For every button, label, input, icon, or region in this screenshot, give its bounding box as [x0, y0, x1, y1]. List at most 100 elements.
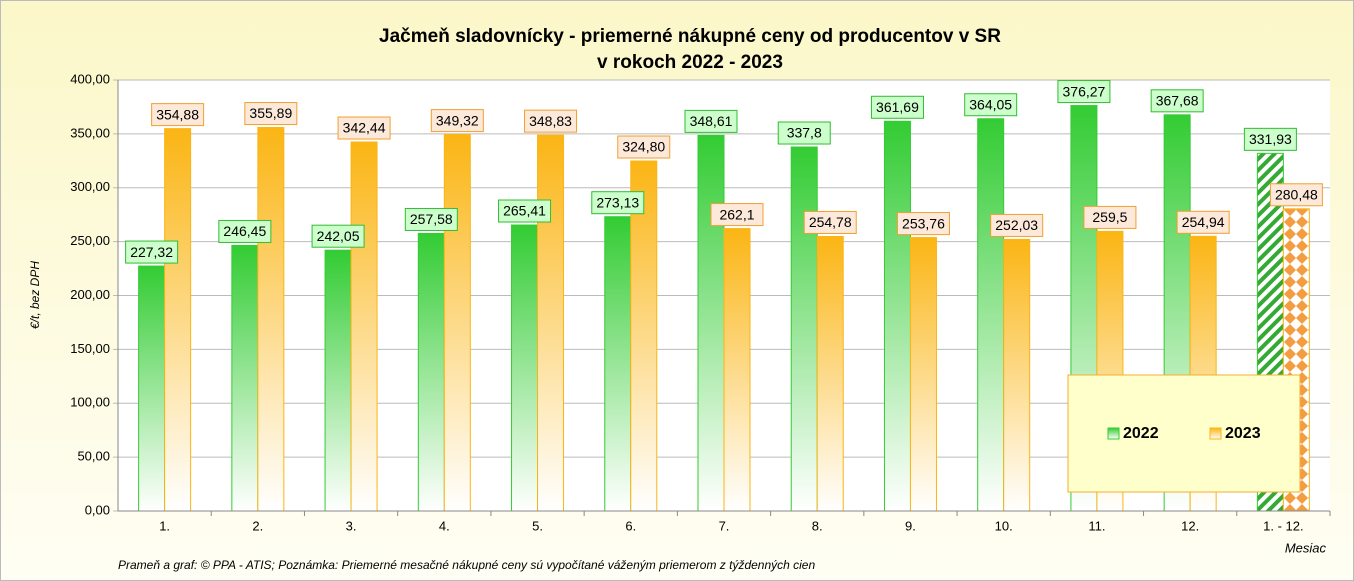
y-tick-label: 100,00	[70, 395, 110, 410]
bar	[909, 237, 937, 512]
value-label-box	[684, 109, 738, 133]
value-label: 355,89	[249, 105, 292, 121]
value-label: 273,13	[596, 194, 639, 210]
value-label: 259,5	[1092, 209, 1127, 225]
bar	[697, 134, 725, 512]
bar	[324, 249, 352, 512]
y-tick-label: 150,00	[70, 341, 110, 356]
chart-title: v rokoch 2022 - 2023	[597, 52, 783, 73]
chart-title: Jačmeň sladovnícky - priemerné nákupné c…	[379, 26, 1001, 47]
value-label: 265,41	[503, 203, 546, 219]
value-label-box	[218, 219, 272, 243]
value-label: 253,76	[902, 215, 945, 231]
value-label-box	[151, 103, 205, 127]
value-label-box	[337, 116, 391, 140]
value-label: 361,69	[876, 99, 919, 115]
value-label-box	[1150, 89, 1204, 113]
bar	[257, 127, 285, 512]
x-axis-label: Mesiac	[1285, 540, 1327, 555]
x-tick-label: 5.	[532, 518, 543, 533]
legend-swatch	[1209, 427, 1222, 440]
bar	[723, 228, 751, 512]
y-tick-label: 50,00	[77, 449, 110, 464]
value-label-box	[964, 93, 1018, 117]
y-tick-label: 250,00	[70, 233, 110, 248]
x-tick-label: 10.	[995, 518, 1013, 533]
x-tick-label: 12.	[1181, 518, 1199, 533]
y-tick-label: 200,00	[70, 287, 110, 302]
value-label: 348,83	[529, 113, 572, 129]
value-label-box	[896, 212, 950, 236]
y-tick-label: 0,00	[85, 502, 110, 517]
value-label-box	[1243, 127, 1297, 151]
value-label-box	[404, 207, 458, 231]
value-label-box	[1083, 205, 1137, 229]
x-tick-label: 4.	[439, 518, 450, 533]
legend-swatch	[1107, 427, 1120, 440]
value-label-box	[125, 240, 179, 264]
y-tick-label: 300,00	[70, 179, 110, 194]
x-tick-label: 11.	[1088, 518, 1105, 533]
value-label-box	[1269, 183, 1323, 207]
value-label: 354,88	[156, 106, 199, 122]
x-tick-label: 6.	[625, 518, 636, 533]
value-label: 254,94	[1182, 214, 1225, 230]
value-label: 254,78	[809, 214, 852, 230]
x-tick-label: 1. - 12.	[1263, 518, 1303, 533]
bar	[138, 265, 166, 512]
value-label-box	[990, 213, 1044, 237]
bar	[417, 232, 445, 512]
bar	[511, 224, 539, 512]
value-label-box	[803, 210, 857, 234]
bar	[977, 118, 1005, 512]
value-label: 262,1	[719, 206, 754, 222]
legend-box	[1067, 374, 1301, 493]
x-tick-label: 9.	[905, 518, 916, 533]
value-label: 337,8	[787, 125, 822, 141]
bar	[630, 160, 658, 512]
value-label: 367,68	[1156, 93, 1199, 109]
bar	[1003, 238, 1031, 512]
bar	[604, 216, 632, 512]
value-label: 349,32	[436, 112, 479, 128]
value-label-box	[430, 109, 484, 133]
value-label-box	[710, 203, 764, 227]
value-label-box	[870, 95, 924, 119]
bar	[231, 244, 259, 512]
x-tick-label: 7.	[719, 518, 730, 533]
value-label: 246,45	[223, 223, 266, 239]
legend-label: 2023	[1225, 425, 1261, 442]
value-label: 364,05	[969, 96, 1012, 112]
bar	[883, 120, 911, 512]
value-label-box	[1176, 210, 1230, 234]
value-label: 280,48	[1275, 186, 1318, 202]
value-label: 252,03	[995, 217, 1038, 233]
bar	[790, 146, 818, 512]
y-tick-label: 350,00	[70, 125, 110, 140]
value-label-box	[591, 191, 645, 215]
value-label: 348,61	[690, 113, 733, 129]
x-tick-label: 8.	[812, 518, 823, 533]
value-label-box	[498, 199, 552, 223]
bar	[350, 141, 378, 512]
y-axis-label: €/t, bez DPH	[28, 261, 42, 329]
legend-label: 2022	[1123, 425, 1159, 442]
value-label-box	[524, 109, 578, 133]
value-label: 331,93	[1249, 131, 1292, 147]
bar	[816, 235, 844, 512]
value-label-box	[617, 135, 671, 159]
y-tick-label: 400,00	[70, 71, 110, 86]
value-label-box	[1057, 80, 1111, 104]
value-label-box	[777, 121, 831, 145]
bar	[164, 128, 192, 512]
value-label-box	[244, 102, 298, 126]
value-label: 257,58	[410, 211, 453, 227]
value-label: 324,80	[622, 139, 665, 155]
x-tick-label: 1.	[159, 518, 170, 533]
value-label: 242,05	[317, 228, 360, 244]
x-tick-label: 3.	[346, 518, 357, 533]
bar	[443, 134, 471, 512]
value-label-box	[311, 224, 365, 248]
x-tick-label: 2.	[252, 518, 263, 533]
